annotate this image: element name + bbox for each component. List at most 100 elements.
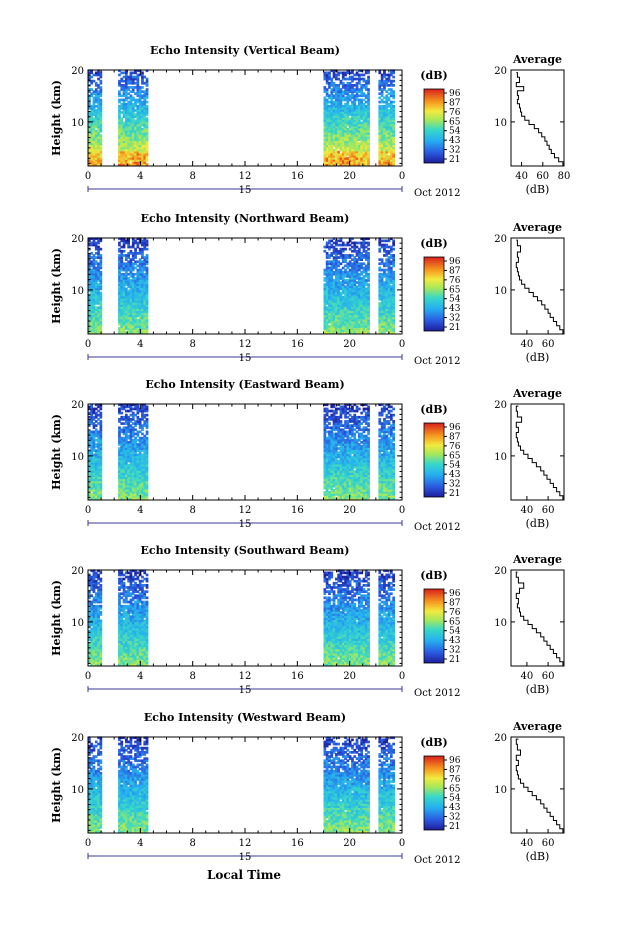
heatmap-cell	[94, 252, 98, 255]
heatmap-cell	[122, 245, 126, 249]
heatmap-cell	[323, 115, 327, 118]
heatmap-cell	[360, 107, 363, 110]
heatmap-cell	[378, 84, 382, 87]
heatmap-cell	[90, 482, 93, 486]
heatmap-cell	[330, 77, 334, 81]
heatmap-cell	[351, 320, 354, 324]
heatmap-cell	[141, 254, 144, 257]
heatmap-cell	[92, 306, 96, 309]
heatmap-cell	[138, 252, 142, 255]
heatmap-cell	[344, 88, 347, 91]
heatmap-cell	[325, 459, 329, 463]
heatmap-cell	[387, 144, 391, 148]
heatmap-cell	[348, 129, 352, 133]
heatmap-cell	[332, 159, 336, 162]
heatmap-cell	[323, 327, 327, 330]
heatmap-cell	[134, 277, 137, 280]
heatmap-cell	[330, 403, 334, 407]
heatmap-cell	[355, 264, 359, 268]
heatmap-cell	[364, 127, 368, 131]
heatmap-cell	[122, 104, 126, 108]
heatmap-cell	[145, 268, 149, 272]
heatmap-cell	[136, 293, 140, 297]
heatmap-cell	[392, 320, 395, 324]
heatmap-cell	[143, 489, 147, 492]
heatmap-cell	[383, 84, 386, 87]
heatmap-cell	[141, 86, 144, 89]
heatmap-cell	[97, 323, 100, 326]
heatmap-cell	[383, 325, 386, 328]
heatmap-cell	[332, 300, 336, 303]
heatmap-cell	[323, 424, 327, 427]
heatmap-cell	[136, 287, 140, 291]
heatmap-cell	[325, 445, 329, 448]
heatmap-cell	[337, 306, 340, 309]
heatmap-cell	[383, 304, 386, 307]
heatmap-cell	[337, 463, 340, 467]
heatmap-cell	[134, 77, 137, 81]
heatmap-cell	[380, 325, 384, 328]
heatmap-cell	[353, 144, 357, 148]
heatmap-cell	[330, 331, 334, 334]
heatmap-cell	[122, 163, 126, 166]
heatmap-cell	[344, 247, 347, 251]
heatmap-cell	[323, 297, 327, 301]
heatmap-cell	[380, 281, 384, 284]
heatmap-cell	[325, 115, 329, 118]
heatmap-cell	[90, 142, 93, 146]
heatmap-cell	[328, 86, 331, 89]
heatmap-cell	[353, 310, 357, 314]
heatmap-cell	[92, 434, 96, 438]
heatmap-cell	[118, 491, 121, 494]
heatmap-cell	[330, 111, 334, 114]
heatmap-cell	[134, 113, 137, 116]
heatmap-cell	[145, 497, 149, 500]
heatmap-cell	[360, 121, 363, 125]
heatmap-cell	[358, 289, 361, 293]
heatmap-cell	[129, 79, 133, 83]
heatmap-cell	[367, 279, 370, 282]
heatmap-cell	[122, 306, 126, 309]
heatmap-cell	[127, 415, 130, 419]
heatmap-cell	[332, 69, 336, 73]
heatmap-cell	[362, 304, 366, 307]
heatmap-cell	[364, 117, 368, 121]
heatmap-cell	[353, 119, 357, 123]
heatmap-cell	[134, 407, 137, 411]
heatmap-cell	[143, 104, 147, 108]
heatmap-cell	[141, 474, 144, 478]
heatmap-cell	[127, 109, 130, 112]
heatmap-cell	[99, 466, 103, 469]
heatmap-cell	[325, 155, 329, 158]
heatmap-cell	[99, 73, 103, 77]
heatmap-cell	[353, 327, 357, 330]
heatmap-cell	[367, 289, 370, 293]
heatmap-cell	[337, 268, 340, 272]
heatmap-cell	[127, 279, 130, 282]
heatmap-cell	[90, 480, 93, 484]
heatmap-cell	[92, 443, 96, 446]
heatmap-cell	[131, 113, 135, 116]
heatmap-cell	[131, 451, 135, 455]
heatmap-cell	[129, 245, 133, 249]
heatmap-cell	[367, 115, 370, 118]
heatmap-cell	[387, 260, 391, 264]
heatmap-cell	[141, 129, 144, 133]
heatmap-cell	[145, 256, 149, 259]
heatmap-cell	[138, 121, 142, 125]
heatmap-cell	[129, 461, 133, 465]
heatmap-cell	[131, 71, 135, 75]
heatmap-cell	[392, 275, 395, 278]
heatmap-cell	[125, 144, 128, 148]
heatmap-cell	[392, 300, 395, 303]
profile-y-tick-label: 20	[494, 234, 507, 245]
heatmap-cell	[364, 295, 368, 299]
heatmap-cell	[134, 459, 137, 463]
heatmap-cell	[367, 125, 370, 129]
heatmap-cell	[344, 84, 347, 87]
heatmap-cell	[353, 96, 357, 100]
heatmap-cell	[385, 245, 389, 249]
heatmap-cell	[90, 409, 93, 413]
heatmap-cell	[390, 314, 393, 318]
heatmap-cell	[332, 157, 336, 160]
